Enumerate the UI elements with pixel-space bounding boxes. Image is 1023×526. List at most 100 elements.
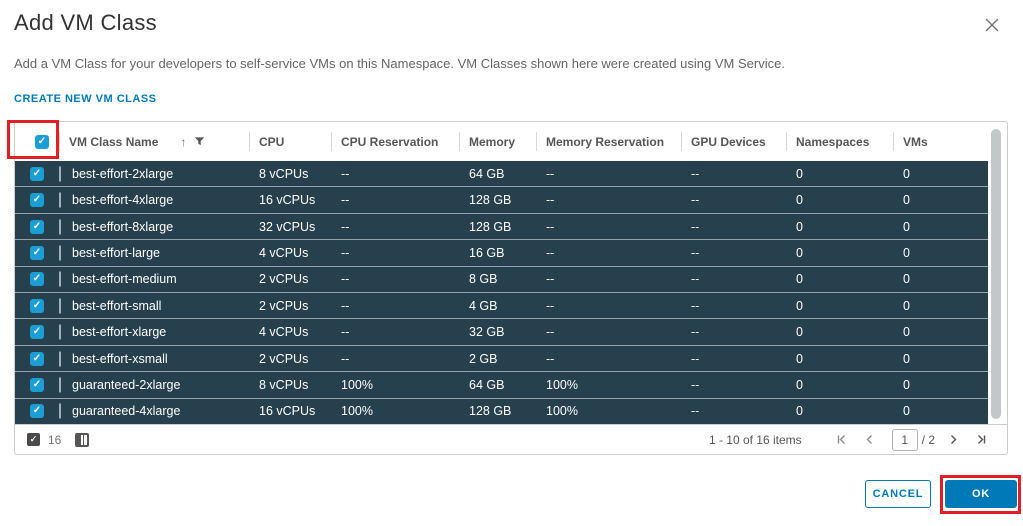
row-checkbox[interactable]: ✓ xyxy=(30,219,44,234)
row-checkbox[interactable]: ✓ xyxy=(30,166,44,181)
dialog-description: Add a VM Class for your developers to se… xyxy=(14,56,785,71)
row-checkbox-cell: ✓ xyxy=(15,240,59,265)
cell-memory: 16 GB xyxy=(469,245,505,260)
row-checkbox[interactable]: ✓ xyxy=(30,193,44,208)
cell-vms: 0 xyxy=(903,298,910,313)
column-header-memory-reservation[interactable]: Memory Reservation xyxy=(536,122,681,161)
cell-cpu: 8 vCPUs xyxy=(259,377,309,392)
row-checkbox[interactable]: ✓ xyxy=(30,245,44,260)
row-checkbox[interactable]: ✓ xyxy=(30,351,44,366)
filter-icon[interactable] xyxy=(194,136,205,147)
row-checkbox[interactable]: ✓ xyxy=(30,325,44,340)
table-body: ✓ best-effort-2xlarge 8 vCPUs -- 64 GB -- -- 0 0… xyxy=(15,161,988,425)
column-header-label: VMs xyxy=(903,134,928,149)
column-header-label: Memory Reservation xyxy=(546,134,665,149)
table-row[interactable]: ✓ best-effort-8xlarge 32 vCPUs -- 128 GB -- --… xyxy=(15,212,988,240)
table-row[interactable]: ✓ best-effort-2xlarge 8 vCPUs -- 64 GB -- -- 0 0 xyxy=(15,161,988,187)
column-header-vms[interactable]: VMs xyxy=(893,122,988,161)
cell-memory-reservation: -- xyxy=(546,351,555,366)
column-header-gpu-devices[interactable]: GPU Devices xyxy=(681,122,786,161)
cell-memory-reservation: -- xyxy=(546,325,555,340)
cell-vms: 0 xyxy=(903,351,910,366)
cell-vms: 0 xyxy=(903,272,910,287)
cell-memory: 64 GB xyxy=(469,377,505,392)
row-checkbox-cell: ✓ xyxy=(15,372,59,397)
cell-cpu-reservation: -- xyxy=(341,193,350,208)
cell-cpu-reservation: -- xyxy=(341,351,350,366)
vertical-scrollbar[interactable] xyxy=(991,129,1001,419)
cell-memory-reservation: -- xyxy=(546,298,555,313)
table-header-row: ✓ VM Class Name ↑ CPU CPU Reservation Memory… xyxy=(15,122,988,161)
cell-namespaces: 0 xyxy=(796,193,803,208)
column-header-cpu-reservation[interactable]: CPU Reservation xyxy=(331,122,459,161)
cell-cpu-reservation: -- xyxy=(341,245,350,260)
page-number-input[interactable]: 1 xyxy=(891,428,918,451)
table-row[interactable]: ✓ guaranteed-2xlarge 8 vCPUs 100% 64 GB 100% -… xyxy=(15,371,988,398)
table-row[interactable]: ✓ best-effort-medium 2 vCPUs -- 8 GB -- -- 0 0 xyxy=(15,265,988,293)
cell-gpu-devices: -- xyxy=(691,351,700,366)
cell-cpu-reservation: -- xyxy=(341,219,350,234)
cell-vms: 0 xyxy=(903,404,910,419)
cell-cpu: 8 vCPUs xyxy=(259,166,309,181)
cell-memory-reservation: -- xyxy=(546,166,555,181)
sort-ascending-icon: ↑ xyxy=(180,134,187,149)
last-page-icon[interactable] xyxy=(973,432,989,448)
cell-memory-reservation: -- xyxy=(546,193,555,208)
column-header-label: Namespaces xyxy=(796,134,870,149)
page-title: Add VM Class xyxy=(14,10,157,35)
next-page-icon[interactable] xyxy=(945,432,961,448)
cell-memory-reservation: 100% xyxy=(546,404,578,419)
create-new-vm-class-link[interactable]: CREATE NEW VM CLASS xyxy=(14,93,157,105)
row-checkbox-cell: ✓ xyxy=(15,187,59,212)
cell-memory-reservation: 100% xyxy=(546,377,578,392)
cell-cpu: 16 vCPUs xyxy=(259,193,316,208)
column-header-label: CPU xyxy=(259,134,285,149)
cell-vms: 0 xyxy=(903,219,910,234)
table-row[interactable]: ✓ best-effort-small 2 vCPUs -- 4 GB -- -- 0 0 xyxy=(15,292,988,319)
cell-memory: 128 GB xyxy=(469,193,512,208)
row-checkbox[interactable]: ✓ xyxy=(30,404,44,419)
row-checkbox-cell: ✓ xyxy=(15,319,59,344)
table-row[interactable]: ✓ best-effort-4xlarge 16 vCPUs -- 128 GB -- --… xyxy=(15,186,988,213)
row-checkbox-cell: ✓ xyxy=(15,161,59,186)
column-picker-icon[interactable] xyxy=(75,432,90,447)
table-row[interactable]: ✓ best-effort-xsmall 2 vCPUs -- 2 GB -- -- 0 0 xyxy=(15,344,988,372)
cell-vms: 0 xyxy=(903,166,910,181)
column-header-label: GPU Devices xyxy=(691,134,766,149)
cell-name: best-effort-xlarge xyxy=(59,319,249,344)
cell-gpu-devices: -- xyxy=(691,404,700,419)
column-header-namespaces[interactable]: Namespaces xyxy=(786,122,893,161)
cell-namespaces: 0 xyxy=(796,298,803,313)
cell-memory-reservation: -- xyxy=(546,219,555,234)
cell-vms: 0 xyxy=(903,193,910,208)
cell-namespaces: 0 xyxy=(796,245,803,260)
column-header-label: Memory xyxy=(469,134,516,149)
prev-page-icon[interactable] xyxy=(862,432,878,448)
table-row[interactable]: ✓ best-effort-xlarge 4 vCPUs -- 32 GB -- -- 0 0 xyxy=(15,318,988,345)
cell-cpu: 2 vCPUs xyxy=(259,298,309,313)
cancel-button[interactable]: CANCEL xyxy=(865,480,931,508)
column-header-memory[interactable]: Memory xyxy=(459,122,536,161)
cell-cpu: 32 vCPUs xyxy=(259,219,316,234)
cell-namespaces: 0 xyxy=(796,404,803,419)
close-icon[interactable] xyxy=(983,16,1001,34)
footer-selected-checkbox[interactable]: ✓ xyxy=(27,433,40,446)
column-header-vm-class-name[interactable]: VM Class Name ↑ xyxy=(59,122,249,161)
select-all-checkbox[interactable]: ✓ xyxy=(35,134,49,149)
row-checkbox[interactable]: ✓ xyxy=(30,272,44,287)
first-page-icon[interactable] xyxy=(834,432,850,448)
cell-name: best-effort-large xyxy=(59,240,249,265)
table-row[interactable]: ✓ best-effort-large 4 vCPUs -- 16 GB -- -- 0 0 xyxy=(15,239,988,266)
cell-namespaces: 0 xyxy=(796,351,803,366)
row-checkbox[interactable]: ✓ xyxy=(30,298,44,313)
page-total: / 2 xyxy=(921,432,935,447)
select-all-checkbox-cell: ✓ xyxy=(15,122,59,161)
cell-cpu-reservation: 100% xyxy=(341,404,373,419)
cell-namespaces: 0 xyxy=(796,272,803,287)
row-checkbox[interactable]: ✓ xyxy=(30,377,44,392)
ok-button[interactable]: OK xyxy=(945,480,1017,508)
column-header-cpu[interactable]: CPU xyxy=(249,122,331,161)
table-row[interactable]: ✓ guaranteed-4xlarge 16 vCPUs 100% 128 GB 100… xyxy=(15,397,988,425)
cell-memory: 128 GB xyxy=(469,404,512,419)
